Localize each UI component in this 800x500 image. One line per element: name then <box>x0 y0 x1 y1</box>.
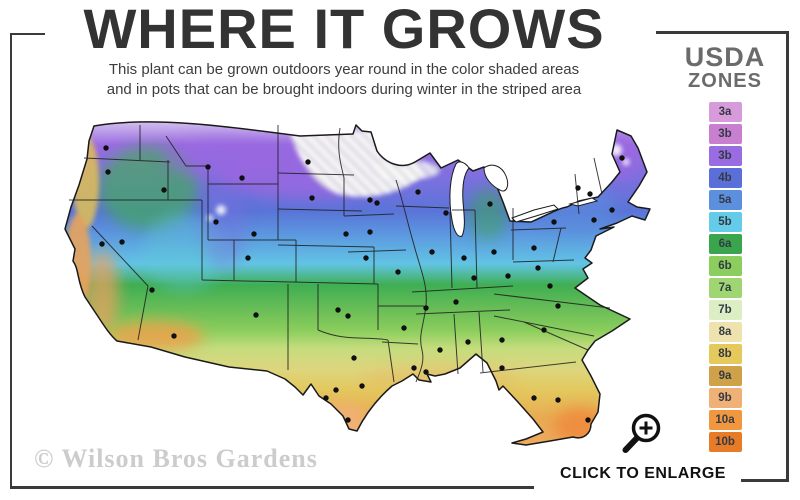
legend-zone-5a: 5a <box>708 190 742 210</box>
legend-zone-4b: 4b <box>708 168 742 188</box>
legend-zone-5b: 5b <box>708 212 742 232</box>
usda-zones-legend: USDA ZONES 3a 3b 3b 4b 5a 5b 6a 6b 7a 7b 8a 8b 9a 9b 1… <box>683 44 767 454</box>
legend-zone-9b: 9b <box>708 388 742 408</box>
state-boundaries <box>69 125 611 383</box>
legend-zone-8a: 8a <box>708 322 742 342</box>
legend-zone-8b: 8b <box>708 344 742 364</box>
great-lakes <box>449 161 599 237</box>
legend-title-zones: ZONES <box>688 70 762 92</box>
legend-zone-3a: 3a <box>708 102 742 122</box>
frame-right <box>786 31 789 482</box>
zone-legend: 3a 3b 3b 4b 5a 5b 6a 6b 7a 7b 8a 8b 9a 9b 10a 10b <box>683 102 767 452</box>
frame-left <box>10 33 12 488</box>
subtitle-line-1: This plant can be grown outdoors year ro… <box>108 61 580 78</box>
frame-bottom-left <box>10 486 534 489</box>
legend-zone-10a: 10a <box>708 410 742 430</box>
legend-zone-7a: 7a <box>708 278 742 298</box>
click-to-enlarge[interactable]: CLICK TO ENLARGE <box>538 410 748 483</box>
legend-zone-3b: 3b <box>708 146 742 166</box>
magnifier-plus-icon[interactable] <box>619 410 667 458</box>
legend-zone-7b: 7b <box>708 300 742 320</box>
city-dots <box>99 145 625 423</box>
legend-zone-6b: 6b <box>708 256 742 276</box>
legend-zone-10b: 10b <box>708 432 742 452</box>
legend-zone-9a: 9a <box>708 366 742 386</box>
striped-area <box>290 130 424 197</box>
legend-zone-3b: 3b <box>708 124 742 144</box>
usda-zone-map[interactable] <box>55 110 667 460</box>
frame-top-right <box>656 31 788 34</box>
watermark: © Wilson Bros Gardens <box>34 444 318 473</box>
legend-zone-6a: 6a <box>708 234 742 254</box>
page-title: WHERE IT GROWS <box>83 0 605 60</box>
frame-top-left <box>10 33 45 35</box>
subtitle-line-2: and in pots that can be brought indoors … <box>106 81 582 98</box>
enlarge-label[interactable]: CLICK TO ENLARGE <box>560 465 726 482</box>
subtitle: This plant can be grown outdoors year ro… <box>30 60 658 100</box>
frame-bottom-right <box>741 479 789 482</box>
us-outline <box>64 121 651 446</box>
legend-title-usda: USDA <box>684 42 766 72</box>
